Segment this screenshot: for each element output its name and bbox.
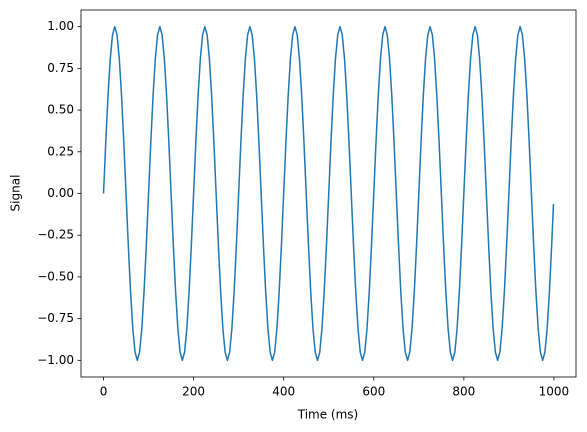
y-tick-label: 0.75 bbox=[47, 61, 74, 75]
y-axis-label: Signal bbox=[9, 175, 23, 212]
y-tick-label: −0.75 bbox=[37, 311, 74, 325]
y-tick-label: −0.50 bbox=[37, 269, 74, 283]
plot-frame bbox=[80, 9, 577, 378]
x-tick-label: 200 bbox=[182, 385, 205, 399]
y-tick-label: 1.00 bbox=[47, 19, 74, 33]
signal-line bbox=[102, 25, 555, 362]
y-tick-label: −1.00 bbox=[37, 353, 74, 367]
x-tick-label: 400 bbox=[272, 385, 295, 399]
x-tick-label: 1000 bbox=[539, 385, 570, 399]
x-axis-label: Time (ms) bbox=[297, 408, 359, 422]
x-tick-label: 600 bbox=[362, 385, 385, 399]
x-tick-label: 0 bbox=[100, 385, 108, 399]
y-tick-label: 0.25 bbox=[47, 144, 74, 158]
x-tick-label: 800 bbox=[452, 385, 475, 399]
y-tick-label: −0.25 bbox=[37, 228, 74, 242]
y-tick-label: 0.50 bbox=[47, 103, 74, 117]
y-tick-label: 0.00 bbox=[47, 186, 74, 200]
